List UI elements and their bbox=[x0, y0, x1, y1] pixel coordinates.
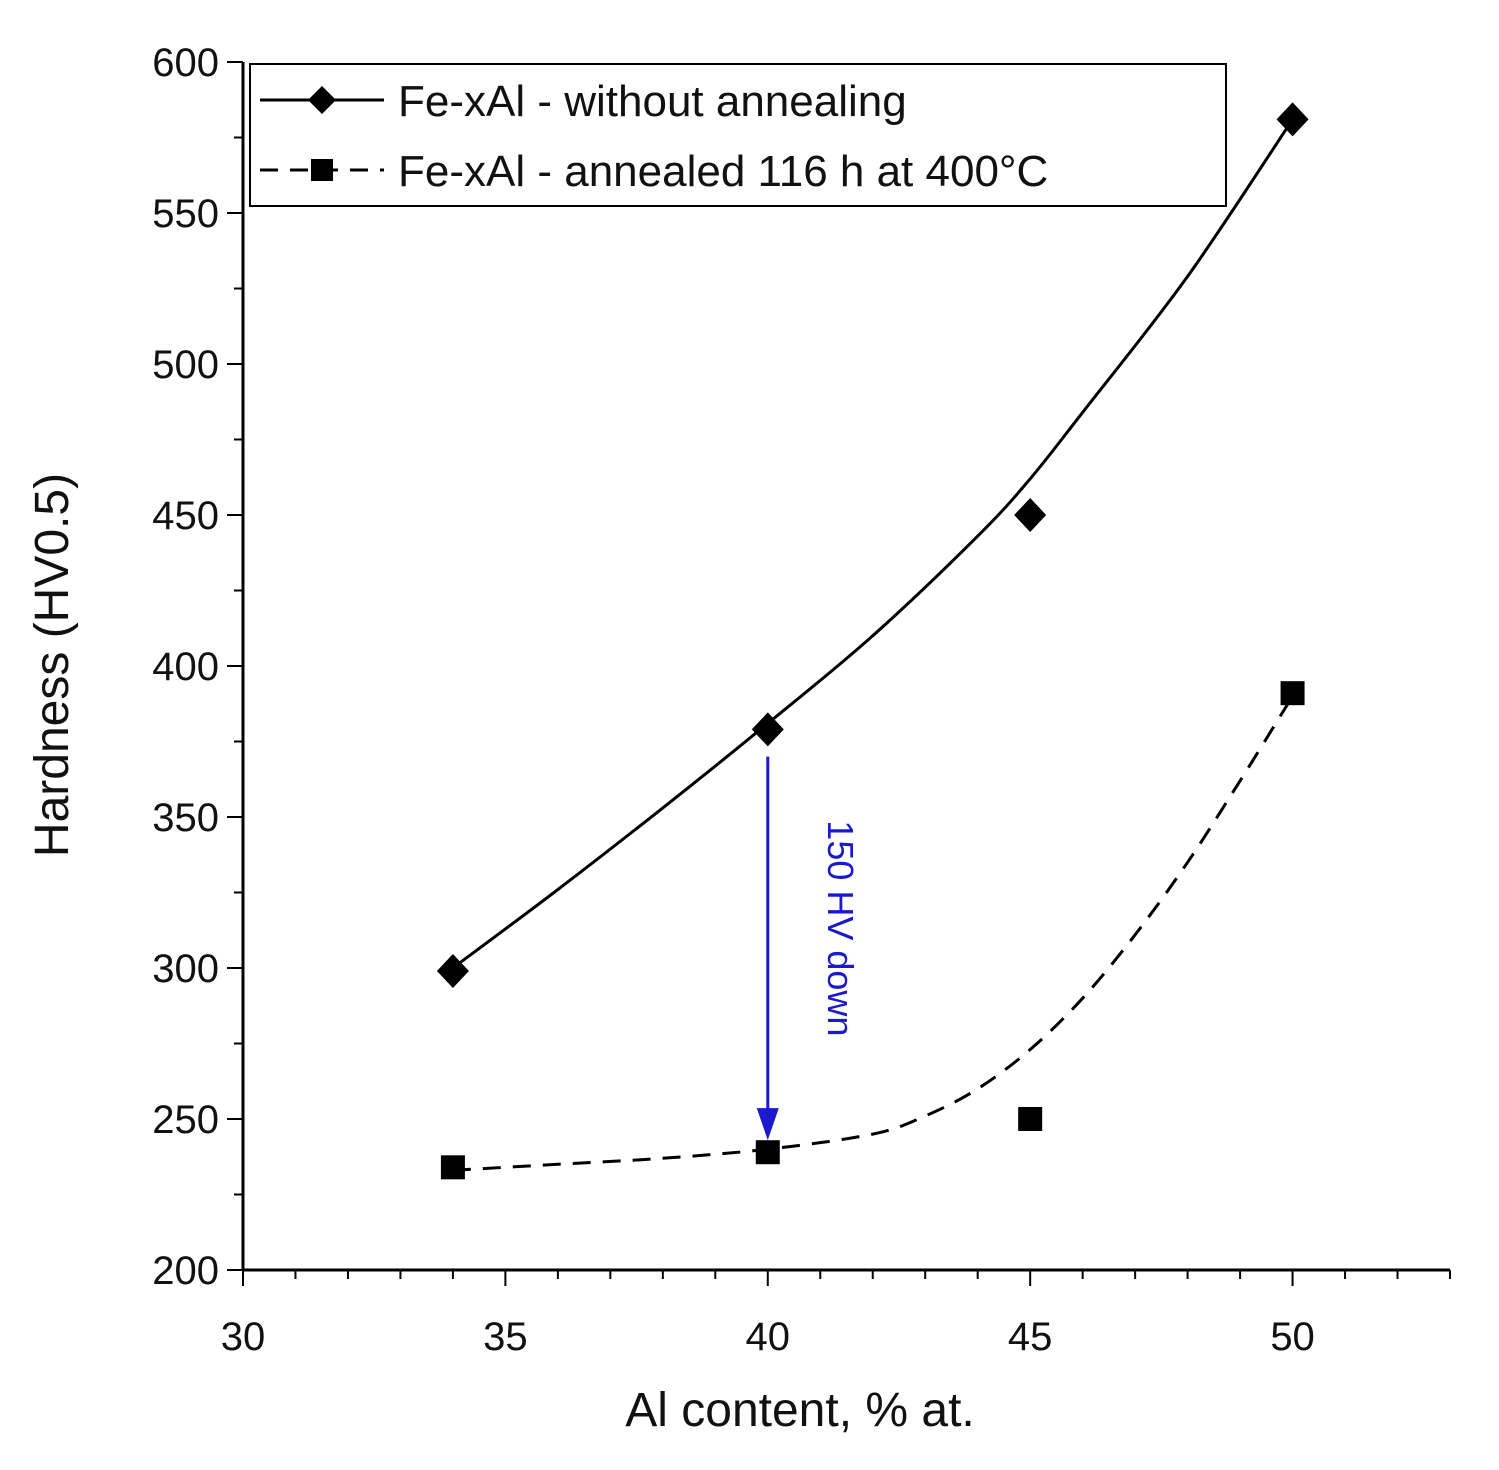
data-point-series-2 bbox=[440, 1155, 465, 1180]
y-tick-label: 500 bbox=[152, 343, 219, 387]
legend-diamond-marker bbox=[308, 86, 336, 114]
y-tick-label: 250 bbox=[152, 1098, 219, 1142]
y-tick-label: 600 bbox=[152, 41, 219, 85]
x-tick-label: 45 bbox=[1008, 1315, 1053, 1359]
axes: 30 35 40 45 50 200 250 300 350 400 450 500 550 600 bbox=[152, 41, 1451, 1359]
y-tick-label: 300 bbox=[152, 947, 219, 991]
x-tick-label: 30 bbox=[221, 1315, 266, 1359]
x-tick-label: 35 bbox=[483, 1315, 528, 1359]
data-point-series-1 bbox=[436, 954, 469, 989]
fit-curves bbox=[452, 118, 1294, 1172]
y-tick-label: 200 bbox=[152, 1249, 219, 1293]
data-markers bbox=[436, 102, 1309, 1180]
annotation-arrow-head bbox=[756, 1108, 779, 1141]
annotation-label: 150 HV down bbox=[820, 820, 861, 1036]
y-tick-label: 550 bbox=[152, 192, 219, 236]
data-point-series-2 bbox=[1018, 1107, 1043, 1131]
x-tick-label: 50 bbox=[1270, 1315, 1315, 1359]
data-point-series-1 bbox=[751, 712, 784, 747]
x-axis-title: Al content, % at. bbox=[625, 1384, 975, 1437]
data-point-series-2 bbox=[1280, 681, 1305, 706]
data-point-series-1 bbox=[1276, 102, 1309, 137]
data-point-series-1 bbox=[1014, 498, 1047, 532]
y-axis-title: Hardness (HV0.5) bbox=[26, 473, 79, 857]
y-tick-label: 450 bbox=[152, 494, 219, 538]
legend-label-series-2: Fe-xAl - annealed 116 h at 400°C bbox=[398, 147, 1048, 196]
data-point-series-2 bbox=[755, 1140, 780, 1165]
x-tick-label: 40 bbox=[746, 1315, 791, 1359]
legend-label-series-1: Fe-xAl - without annealing bbox=[398, 77, 907, 126]
annotation-arrow: 150 HV down bbox=[756, 756, 861, 1141]
y-tick-label: 400 bbox=[152, 645, 219, 689]
y-tick-label: 350 bbox=[152, 796, 219, 840]
fit-curve-series-2 bbox=[452, 695, 1294, 1172]
legend-box bbox=[249, 63, 1227, 207]
legend: Fe-xAl - without annealing Fe-xAl - anne… bbox=[249, 63, 1227, 207]
fit-curve-series-1 bbox=[452, 118, 1294, 970]
legend-square-marker bbox=[311, 159, 333, 181]
